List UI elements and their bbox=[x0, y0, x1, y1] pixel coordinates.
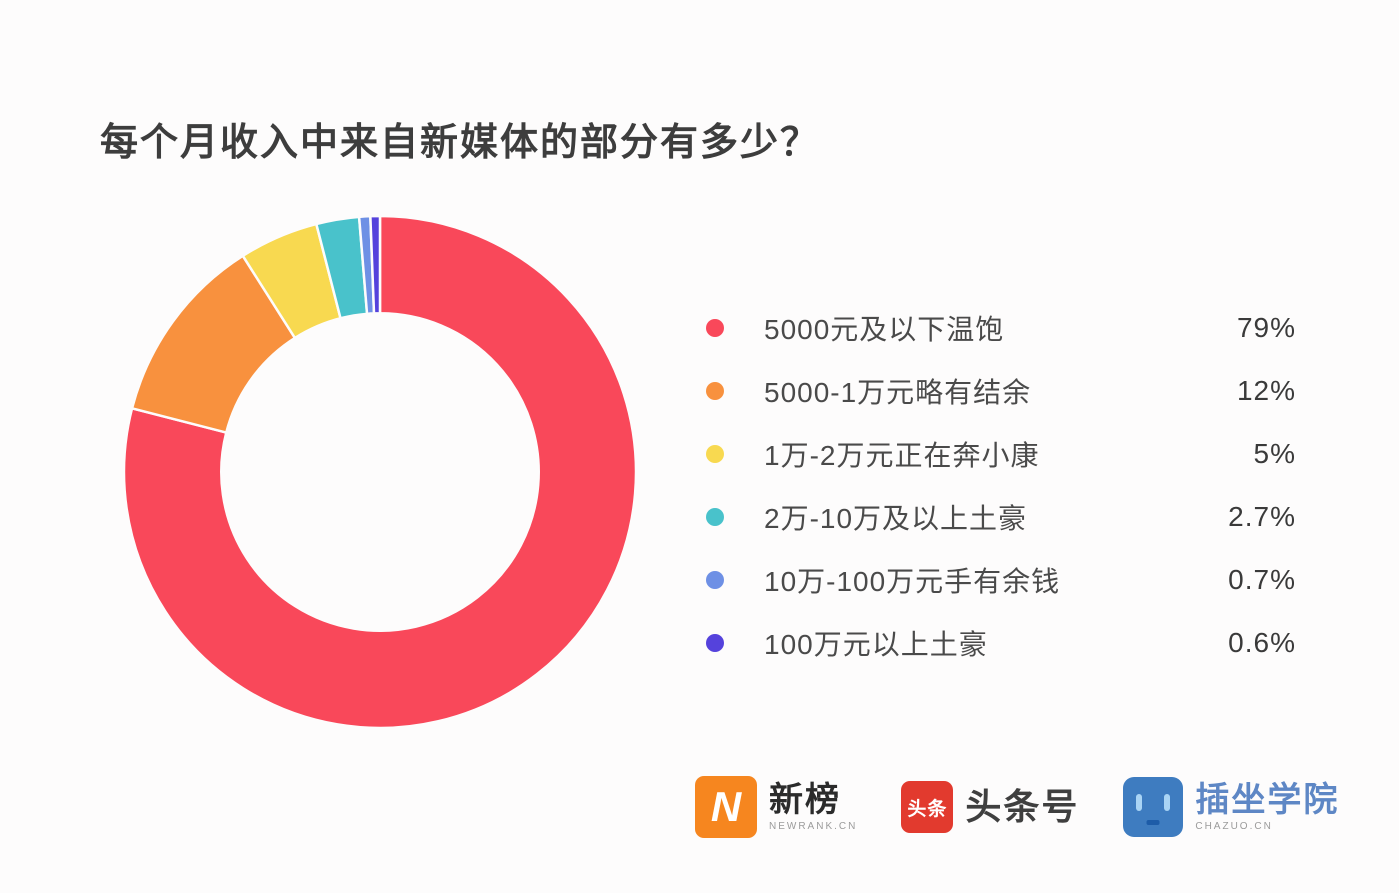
chazuo-logo: 插坐学院 CHAZUO.CN bbox=[1123, 777, 1339, 837]
legend-color-dot-icon bbox=[706, 570, 724, 589]
chart-legend: 5000元及以下温饱 79% 5000-1万元略有结余 12% 1万-2万元正在奔小康 5… bbox=[706, 296, 1296, 674]
newrank-logo: N 新榜 NEWRANK.CN bbox=[695, 776, 857, 838]
legend-color-dot-icon bbox=[706, 444, 724, 463]
donut-slice-6 bbox=[369, 214, 382, 315]
chazuo-logo-title: 插坐学院 bbox=[1195, 780, 1340, 819]
legend-label: 2万-10万及以上土豪 bbox=[764, 502, 1028, 534]
legend-value: 0.6% bbox=[1228, 626, 1296, 658]
donut-chart bbox=[120, 212, 640, 732]
legend-color-dot-icon bbox=[706, 507, 724, 526]
legend-value: 2.7% bbox=[1228, 500, 1296, 532]
legend-value: 79% bbox=[1236, 311, 1296, 343]
toutiao-logo: 头条 头条号 bbox=[901, 781, 1079, 833]
chazuo-robot-icon bbox=[1123, 777, 1184, 837]
toutiao-badge-icon: 头条 bbox=[901, 781, 954, 833]
toutiao-logo-title: 头条号 bbox=[965, 786, 1080, 827]
newrank-badge-icon: N bbox=[695, 776, 757, 838]
robot-mouth-icon bbox=[1146, 820, 1160, 825]
legend-color-dot-icon bbox=[706, 381, 724, 400]
legend-label: 10万-100万元手有余钱 bbox=[764, 565, 1061, 597]
legend-item: 1万-2万元正在奔小康 5% bbox=[706, 422, 1296, 485]
page-title: 每个月收入中来自新媒体的部分有多少？ bbox=[100, 122, 821, 165]
donut-chart-svg bbox=[122, 214, 638, 730]
brand-logos: N 新榜 NEWRANK.CN 头条 头条号 插坐学院 CHAZUO.CN bbox=[695, 776, 1339, 838]
newrank-logo-title: 新榜 bbox=[769, 780, 841, 819]
legend-value: 12% bbox=[1236, 374, 1296, 406]
legend-item: 100万元以上土豪 0.6% bbox=[706, 611, 1296, 674]
legend-label: 5000-1万元略有结余 bbox=[764, 376, 1032, 408]
legend-value: 0.7% bbox=[1228, 563, 1296, 595]
legend-value: 5% bbox=[1253, 437, 1296, 469]
robot-eye-left-icon bbox=[1136, 794, 1143, 811]
robot-eye-right-icon bbox=[1164, 794, 1171, 811]
legend-label: 100万元以上土豪 bbox=[764, 628, 988, 660]
legend-item: 5000-1万元略有结余 12% bbox=[706, 359, 1296, 422]
newrank-logo-subtitle: NEWRANK.CN bbox=[769, 820, 858, 832]
donut-slice-1 bbox=[122, 214, 638, 730]
legend-label: 1万-2万元正在奔小康 bbox=[764, 439, 1040, 471]
legend-label: 5000元及以下温饱 bbox=[764, 313, 1005, 345]
legend-item: 5000元及以下温饱 79% bbox=[706, 296, 1296, 359]
legend-item: 10万-100万元手有余钱 0.7% bbox=[706, 548, 1296, 611]
legend-item: 2万-10万及以上土豪 2.7% bbox=[706, 485, 1296, 548]
legend-color-dot-icon bbox=[706, 633, 724, 652]
legend-color-dot-icon bbox=[706, 318, 724, 337]
chazuo-logo-subtitle: CHAZUO.CN bbox=[1195, 820, 1273, 832]
